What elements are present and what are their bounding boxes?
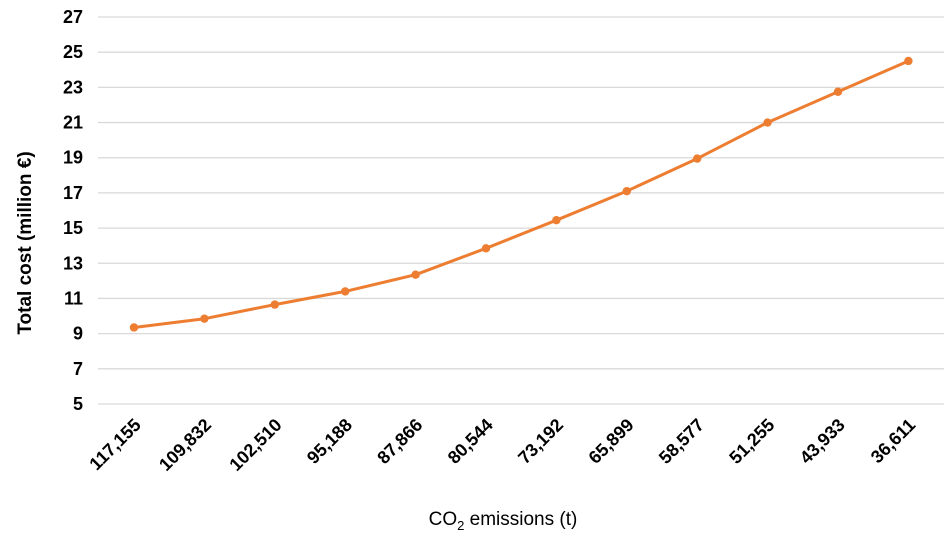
x-tick-label: 102,510 xyxy=(225,415,285,475)
y-axis-title: Total cost (million €) xyxy=(15,151,36,334)
x-tick-label: 65,899 xyxy=(585,415,638,468)
data-point xyxy=(904,56,913,66)
x-tick-label: 109,832 xyxy=(155,415,215,475)
y-tick-label: 13 xyxy=(63,253,83,273)
x-axis-title: CO2 emissions (t) xyxy=(429,509,578,533)
x-tick-label: 36,611 xyxy=(867,415,919,467)
x-axis-title-subscript: 2 xyxy=(457,518,464,533)
y-tick-label: 11 xyxy=(64,288,83,308)
x-tick-label: 73,192 xyxy=(514,415,567,468)
x-axis-title-prefix: CO xyxy=(429,509,458,530)
y-tick-label: 5 xyxy=(73,394,83,414)
y-tick-label: 17 xyxy=(63,183,83,203)
y-tick-label: 21 xyxy=(63,113,83,133)
y-tick-label: 15 xyxy=(63,218,83,238)
series-layer xyxy=(129,56,913,332)
x-tick-label: 87,866 xyxy=(373,415,426,468)
data-point xyxy=(200,314,209,323)
x-tick-label: 95,188 xyxy=(303,415,356,468)
y-tick-label: 9 xyxy=(73,324,83,344)
data-point xyxy=(129,323,139,332)
data-point xyxy=(552,215,561,225)
y-tick-label: 7 xyxy=(73,359,83,379)
x-axis-title-suffix: emissions (t) xyxy=(464,509,577,530)
data-point xyxy=(622,186,631,196)
data-point xyxy=(693,154,702,163)
y-tick-label: 23 xyxy=(63,77,83,97)
y-tick-label: 19 xyxy=(63,148,83,168)
x-tick-label: 117,155 xyxy=(85,415,144,474)
gridlines xyxy=(98,16,944,405)
x-tick-label: 80,544 xyxy=(444,415,497,468)
data-point xyxy=(411,270,420,279)
data-point xyxy=(833,87,843,96)
y-tick-labels: 5 7 9 11 13 15 17 19 21 23 25 27 xyxy=(63,7,83,414)
series-line xyxy=(132,59,910,329)
data-point xyxy=(481,244,491,253)
y-tick-label: 25 xyxy=(63,42,83,62)
data-point xyxy=(270,300,279,309)
x-tick-label: 58,577 xyxy=(655,415,708,468)
x-tick-label: 51,255 xyxy=(725,415,778,468)
data-point xyxy=(341,287,350,296)
y-tick-label: 27 xyxy=(63,7,83,27)
x-tick-label: 43,933 xyxy=(796,415,849,468)
data-point xyxy=(763,118,772,127)
x-tick-labels: 117,155 109,832 102,510 95,188 87,866 80,544 7… xyxy=(85,415,919,475)
